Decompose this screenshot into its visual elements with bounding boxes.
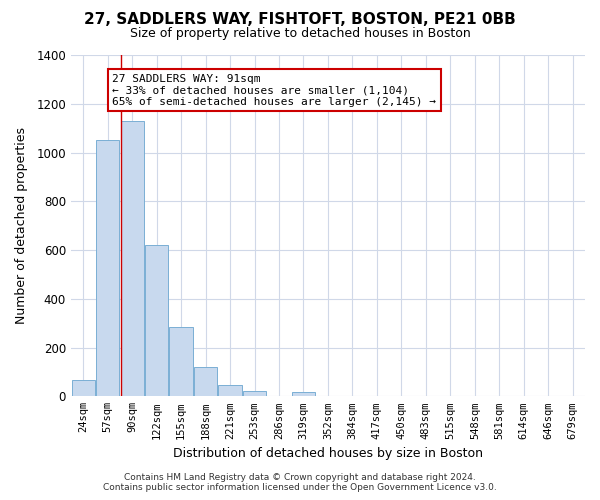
Bar [194, 367, 217, 396]
Text: Contains HM Land Registry data © Crown copyright and database right 2024.
Contai: Contains HM Land Registry data © Crown c… [103, 473, 497, 492]
Bar [218, 386, 242, 396]
Bar [169, 327, 193, 396]
Bar [145, 245, 168, 396]
Bar [71, 380, 95, 396]
Bar [96, 140, 119, 396]
Bar [292, 392, 315, 396]
Text: 27 SADDLERS WAY: 91sqm
← 33% of detached houses are smaller (1,104)
65% of semi-: 27 SADDLERS WAY: 91sqm ← 33% of detached… [112, 74, 436, 107]
Bar [243, 392, 266, 396]
Bar [121, 121, 144, 396]
X-axis label: Distribution of detached houses by size in Boston: Distribution of detached houses by size … [173, 447, 483, 460]
Y-axis label: Number of detached properties: Number of detached properties [15, 127, 28, 324]
Text: Size of property relative to detached houses in Boston: Size of property relative to detached ho… [130, 28, 470, 40]
Text: 27, SADDLERS WAY, FISHTOFT, BOSTON, PE21 0BB: 27, SADDLERS WAY, FISHTOFT, BOSTON, PE21… [84, 12, 516, 28]
